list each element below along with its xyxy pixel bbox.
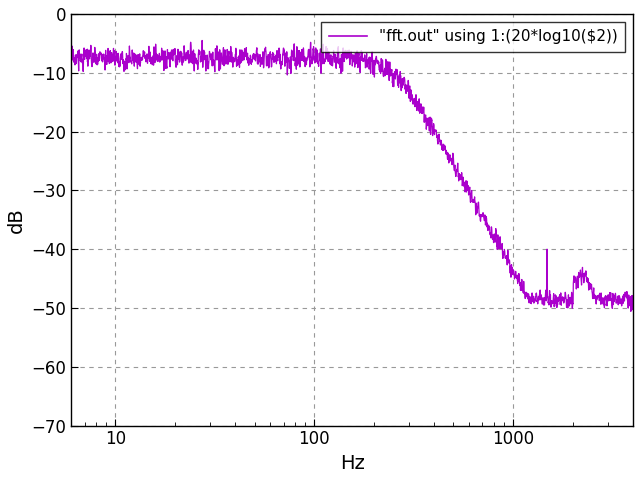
- X-axis label: Hz: Hz: [340, 454, 365, 473]
- Legend: "fft.out" using 1:(20*log10($2)): "fft.out" using 1:(20*log10($2)): [321, 22, 625, 52]
- Y-axis label: dB: dB: [7, 207, 26, 233]
